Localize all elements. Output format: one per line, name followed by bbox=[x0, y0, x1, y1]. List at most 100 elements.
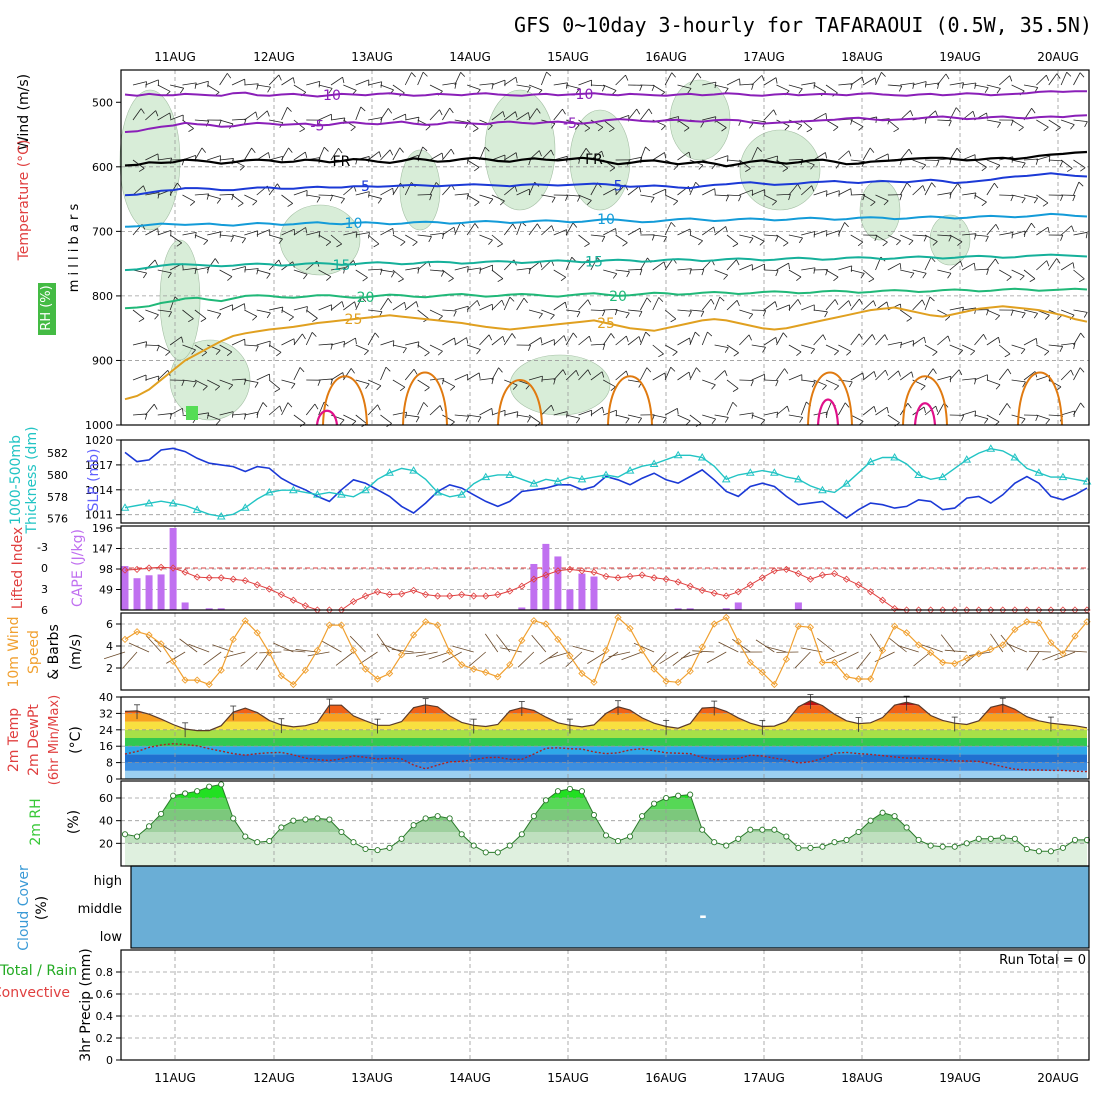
upper-air-barb-shaft bbox=[627, 268, 643, 271]
upper-air-barb-flag bbox=[638, 186, 642, 193]
upper-air-frame bbox=[120, 69, 1090, 426]
upper-air-barb-flag bbox=[601, 371, 605, 378]
upper-air-barb-shaft bbox=[231, 266, 246, 271]
thickness-marker bbox=[842, 479, 851, 487]
upper-air-barb-flag bbox=[775, 270, 779, 277]
upper-air-barb-shaft bbox=[157, 84, 171, 92]
upper-air-barb-shaft bbox=[590, 234, 605, 237]
lifted-marker bbox=[289, 596, 297, 604]
upper-air-barb-flag bbox=[908, 148, 913, 155]
cloud-level-label: middle bbox=[78, 902, 122, 917]
bottom-date-label: 19AUG bbox=[939, 1071, 981, 1085]
upper-air-barb-flag bbox=[825, 152, 828, 159]
upper-air-barb-flag bbox=[1083, 312, 1088, 318]
cape-bar bbox=[674, 608, 682, 610]
wind10-barb bbox=[188, 643, 210, 653]
upper-air-barb-shaft bbox=[900, 340, 914, 346]
upper-air-barb-shaft bbox=[912, 234, 927, 237]
lifted-marker bbox=[662, 575, 670, 583]
upper-air-barb-shaft bbox=[937, 119, 952, 122]
lifted-marker bbox=[205, 574, 213, 582]
rh2m-marker bbox=[182, 790, 189, 797]
upper-air-barb-shaft bbox=[714, 370, 726, 381]
upper-air-barb-flag bbox=[215, 419, 221, 425]
wind10-axis-tick-label: 4 bbox=[106, 640, 113, 653]
upper-air-barb-shaft bbox=[937, 402, 945, 416]
upper-air-barb-shaft bbox=[1073, 119, 1088, 122]
upper-air-barb-shaft bbox=[454, 337, 467, 346]
thickness-marker bbox=[697, 452, 707, 461]
upper-air-barb-flag bbox=[230, 236, 234, 242]
upper-air-barb-flag bbox=[553, 378, 556, 385]
wind10-barb bbox=[599, 651, 619, 665]
cloud-level-label: low bbox=[100, 930, 123, 945]
upper-air-barb-flag bbox=[974, 233, 977, 240]
upper-air-barb-shaft bbox=[417, 234, 432, 237]
upper-air-barb-flag bbox=[450, 148, 455, 155]
wind10-marker bbox=[734, 637, 742, 646]
rh-shading-area bbox=[739, 129, 821, 211]
thickness-marker bbox=[168, 498, 178, 507]
upper-air-barb-shaft bbox=[269, 306, 283, 311]
upper-air-barb-flag bbox=[945, 316, 951, 321]
upper-air-barb-shaft bbox=[875, 234, 888, 243]
upper-air-barb-shaft bbox=[566, 309, 581, 313]
upper-air-barb-flag bbox=[454, 82, 457, 89]
isotherm-label: 20 bbox=[609, 289, 627, 305]
temp-color-band bbox=[125, 713, 1087, 722]
wind10-barb bbox=[358, 651, 378, 665]
upper-air-barb-shaft bbox=[454, 374, 468, 381]
upper-air-barb-flag bbox=[651, 85, 655, 92]
upper-air-barb-shaft bbox=[256, 309, 271, 314]
upper-air-barb-shaft bbox=[899, 148, 910, 161]
upper-air-barb-shaft bbox=[1036, 74, 1047, 86]
upper-air-barb-shaft bbox=[392, 234, 406, 243]
thickness-marker bbox=[1058, 472, 1068, 481]
cape-bar bbox=[169, 528, 177, 610]
run-total-label: Run Total = 0 bbox=[999, 953, 1086, 968]
upper-air-barb-flag bbox=[318, 81, 321, 88]
upper-air-barb-flag bbox=[762, 347, 766, 353]
lifted-marker bbox=[434, 592, 442, 600]
upper-air-barb-flag bbox=[189, 201, 196, 206]
upper-air-barb-flag bbox=[441, 152, 444, 160]
rh2m-marker bbox=[795, 844, 802, 851]
upper-air-barb-flag bbox=[883, 200, 889, 206]
temp-color-band bbox=[125, 762, 1087, 771]
upper-air-barb-shaft bbox=[974, 159, 987, 168]
upper-air-barb-flag bbox=[491, 378, 494, 385]
upper-air-barb-shaft bbox=[986, 224, 997, 236]
upper-air-barb-shaft bbox=[429, 152, 443, 161]
upper-air-barb-flag bbox=[646, 367, 652, 373]
lifted-marker bbox=[518, 582, 526, 590]
rh2m-marker bbox=[242, 833, 249, 840]
upper-air-barb-flag bbox=[201, 147, 206, 153]
upper-air-barb-shaft bbox=[1073, 72, 1081, 86]
upper-air-barb-shaft bbox=[627, 108, 638, 121]
upper-air-barb-shaft bbox=[491, 234, 503, 245]
upper-air-barb-shaft bbox=[132, 341, 147, 346]
upper-air-barb-shaft bbox=[256, 269, 271, 275]
wind10-marker bbox=[722, 613, 730, 622]
lifted-marker bbox=[842, 575, 851, 583]
temp-fill-group bbox=[125, 700, 1087, 779]
rh2m-marker bbox=[470, 842, 477, 849]
slp-axis-tick-label: 1020 bbox=[85, 434, 113, 447]
wind10-barb bbox=[179, 638, 198, 653]
wind10-marker bbox=[506, 661, 514, 669]
upper-air-barb-shaft bbox=[986, 258, 996, 271]
upper-air-barb-flag bbox=[724, 417, 729, 423]
upper-air-barb-flag bbox=[440, 270, 445, 277]
upper-air-barb-flag bbox=[437, 350, 443, 356]
upper-air-barb-shaft bbox=[157, 112, 171, 121]
upper-air-barb-flag bbox=[670, 222, 676, 228]
upper-air-barb-shaft bbox=[528, 375, 543, 381]
upper-air-barb-shaft bbox=[504, 379, 518, 386]
upper-air-barb-flag bbox=[281, 306, 284, 314]
upper-air-barb-flag bbox=[1010, 195, 1014, 202]
wind10-marker bbox=[602, 646, 610, 655]
wind10-axis-label-2: Speed bbox=[26, 630, 42, 674]
upper-air-barb-shaft bbox=[417, 71, 424, 86]
upper-air-barb-flag bbox=[587, 369, 591, 376]
upper-air-barb-shaft bbox=[454, 193, 469, 196]
